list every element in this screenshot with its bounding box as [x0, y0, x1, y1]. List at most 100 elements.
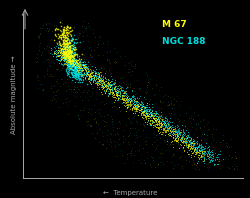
- Point: [156, 112, 160, 115]
- Point: [100, 84, 104, 88]
- Point: [62, 40, 66, 44]
- Point: [178, 138, 182, 141]
- Point: [150, 112, 154, 116]
- Point: [154, 112, 158, 115]
- Point: [45, 69, 49, 72]
- Point: [182, 130, 186, 133]
- Point: [200, 150, 204, 153]
- Point: [64, 49, 68, 52]
- Point: [180, 136, 184, 139]
- Point: [88, 76, 92, 79]
- Point: [182, 131, 186, 134]
- Point: [85, 75, 89, 78]
- Point: [94, 122, 98, 125]
- Point: [202, 146, 205, 149]
- Point: [199, 156, 203, 159]
- Point: [210, 150, 214, 153]
- Point: [62, 54, 66, 57]
- Point: [94, 71, 98, 74]
- Point: [138, 107, 142, 110]
- Point: [108, 83, 112, 86]
- Point: [61, 50, 65, 53]
- Point: [64, 55, 68, 58]
- Point: [154, 122, 158, 126]
- Point: [74, 59, 78, 62]
- Point: [62, 44, 66, 47]
- Point: [118, 110, 122, 113]
- Point: [70, 50, 74, 53]
- Point: [68, 66, 72, 69]
- Point: [133, 103, 137, 106]
- Point: [155, 123, 159, 126]
- Point: [100, 78, 104, 82]
- Point: [160, 122, 164, 125]
- Point: [64, 60, 68, 63]
- Point: [64, 39, 68, 43]
- Point: [62, 53, 66, 56]
- Point: [94, 79, 98, 82]
- Point: [155, 133, 159, 136]
- Point: [93, 35, 97, 38]
- Point: [79, 73, 83, 76]
- Point: [179, 136, 183, 139]
- Point: [110, 84, 114, 87]
- Point: [64, 67, 68, 70]
- Point: [70, 59, 73, 62]
- Point: [70, 59, 74, 63]
- Point: [83, 63, 87, 66]
- Point: [85, 67, 89, 70]
- Point: [71, 63, 75, 66]
- Point: [188, 141, 192, 144]
- Point: [115, 126, 119, 129]
- Point: [69, 66, 73, 69]
- Point: [68, 48, 71, 51]
- Point: [98, 80, 102, 83]
- Point: [77, 63, 81, 66]
- Point: [118, 122, 122, 125]
- Point: [66, 53, 70, 57]
- Point: [130, 95, 134, 99]
- Point: [87, 75, 91, 78]
- Point: [58, 58, 62, 62]
- Point: [72, 62, 76, 65]
- Point: [114, 90, 118, 93]
- Point: [72, 72, 76, 75]
- Point: [69, 63, 73, 66]
- Point: [197, 167, 201, 170]
- Point: [52, 52, 56, 56]
- Point: [58, 42, 62, 46]
- Point: [92, 72, 96, 75]
- Point: [141, 112, 145, 116]
- Point: [81, 62, 85, 65]
- Point: [64, 44, 68, 48]
- Point: [71, 58, 75, 62]
- Point: [143, 112, 147, 115]
- Point: [140, 104, 144, 107]
- Point: [70, 53, 73, 57]
- Point: [66, 53, 70, 56]
- Point: [62, 35, 66, 38]
- Point: [206, 156, 210, 159]
- Point: [66, 74, 70, 77]
- Point: [208, 141, 212, 145]
- Point: [56, 48, 60, 51]
- Point: [172, 163, 176, 167]
- Point: [158, 130, 162, 133]
- Point: [66, 67, 70, 70]
- Point: [80, 80, 84, 83]
- Point: [96, 84, 100, 87]
- Point: [64, 36, 68, 39]
- Point: [119, 56, 123, 59]
- Point: [234, 157, 238, 160]
- Point: [148, 119, 152, 123]
- Point: [95, 46, 99, 49]
- Point: [59, 50, 63, 53]
- Point: [81, 63, 85, 66]
- Point: [202, 159, 206, 162]
- Point: [70, 43, 74, 46]
- Point: [69, 29, 73, 32]
- Point: [92, 78, 96, 82]
- Point: [111, 93, 115, 97]
- Point: [71, 62, 75, 65]
- Point: [94, 70, 98, 73]
